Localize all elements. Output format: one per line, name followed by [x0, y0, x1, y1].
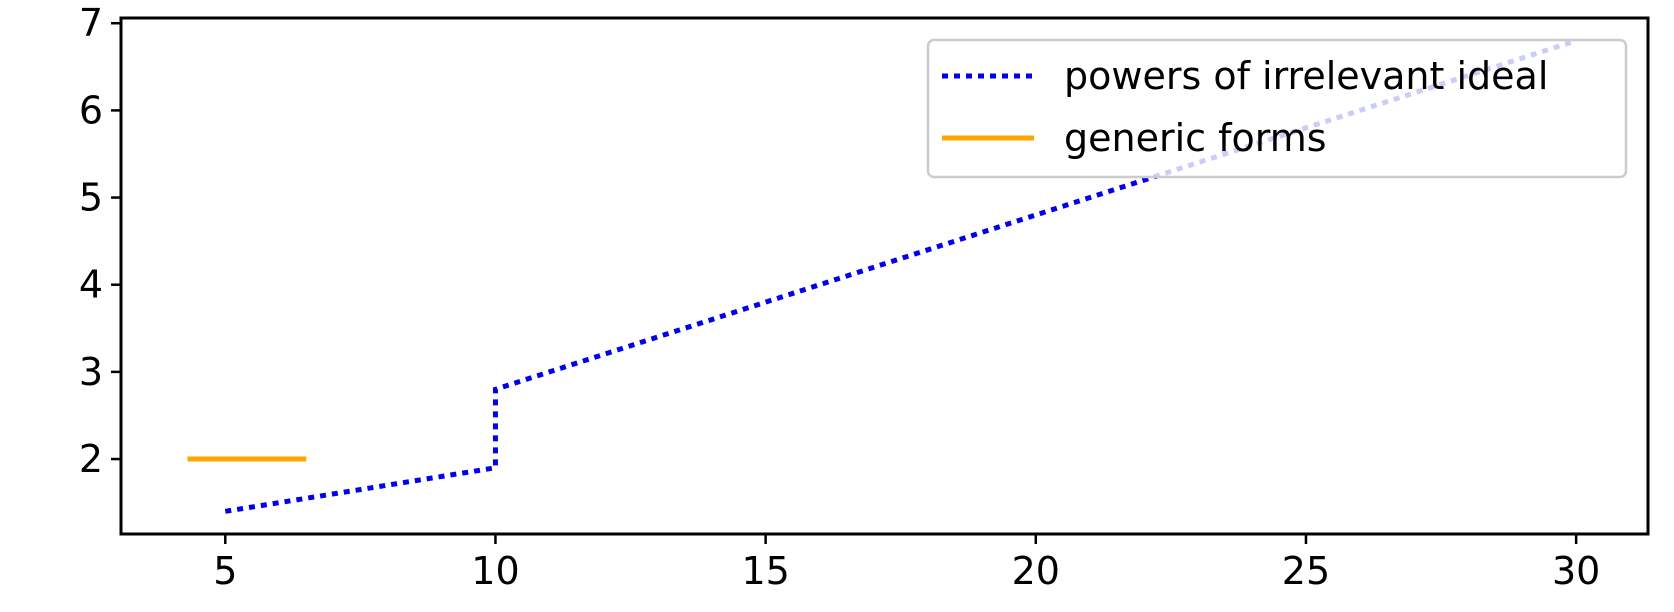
legend-label: generic forms [1064, 116, 1327, 160]
x-tick-label: 30 [1552, 549, 1600, 593]
series-line [224, 38, 1577, 514]
y-tick-label: 6 [79, 88, 103, 132]
x-tick-label: 20 [1012, 549, 1060, 593]
x-tick-label: 10 [471, 549, 519, 593]
x-tick-label: 25 [1282, 549, 1330, 593]
x-tick-label: 15 [741, 549, 789, 593]
legend-box [926, 38, 1628, 179]
y-tick-label: 2 [79, 437, 103, 481]
y-tick-label: 5 [79, 176, 103, 220]
x-tick-label: 5 [213, 549, 237, 593]
legend-label: powers of irrelevant ideal [1064, 54, 1548, 98]
y-tick-label: 7 [79, 1, 103, 45]
axes-frame [119, 16, 1650, 536]
legend: powers of irrelevant ideal generic forms [926, 38, 1628, 179]
y-tick-label: 4 [79, 263, 103, 307]
y-tick-label: 3 [79, 350, 103, 394]
